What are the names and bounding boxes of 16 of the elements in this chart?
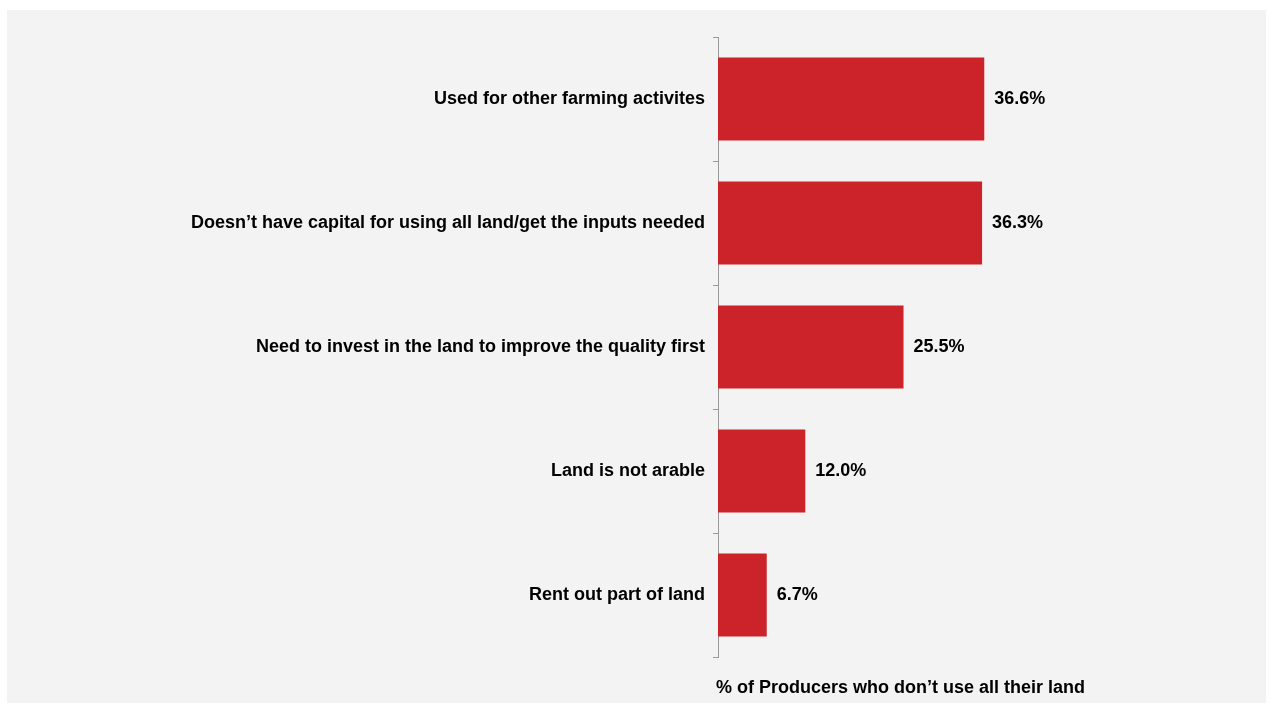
y-tick-label: Land is not arable xyxy=(550,459,705,480)
y-tick-label: Doesn’t have capital for using all land/get the inputs needed xyxy=(190,211,705,232)
data-label: 25.5% xyxy=(913,335,965,356)
bar xyxy=(718,181,983,265)
data-label: 12.0% xyxy=(815,459,867,480)
y-tick-label: Need to invest in the land to improve the quality first xyxy=(255,335,705,356)
bar xyxy=(718,305,904,389)
bar xyxy=(718,553,767,637)
bar xyxy=(718,57,985,141)
y-tick-label: Used for other farming activites xyxy=(433,87,705,108)
data-label: 36.6% xyxy=(994,87,1046,108)
bar xyxy=(718,429,806,513)
y-tick-label: Rent out part of land xyxy=(529,583,705,604)
x-axis-title: % of Producers who don’t use all their land xyxy=(716,677,1086,697)
data-label: 6.7% xyxy=(776,583,818,604)
data-label: 36.3% xyxy=(992,211,1044,232)
